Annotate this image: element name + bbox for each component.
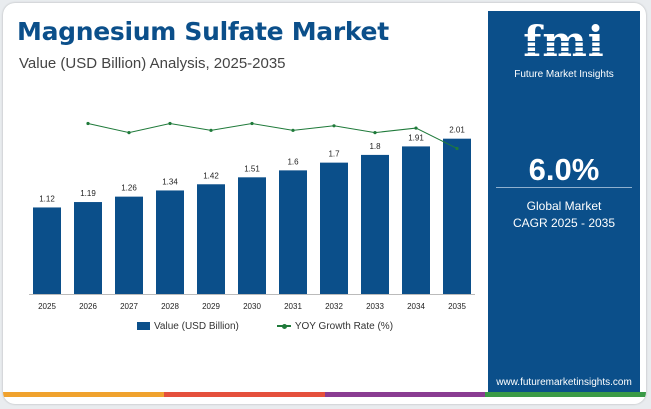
legend-item-growth: YOY Growth Rate (%) xyxy=(276,320,394,332)
legend-bar-swatch xyxy=(137,322,150,330)
growth-point xyxy=(250,121,254,126)
cagr-label: Global Market CAGR 2025 - 2035 xyxy=(488,198,640,232)
x-tick-label: 2033 xyxy=(366,302,384,311)
bar-value-label: 1.8 xyxy=(369,142,381,151)
color-strip xyxy=(3,392,646,397)
growth-point xyxy=(127,131,131,135)
growth-point xyxy=(86,121,90,126)
bar-value-label: 1.51 xyxy=(244,164,260,173)
growth-point xyxy=(455,146,459,151)
bar xyxy=(361,154,389,294)
bar xyxy=(74,202,102,294)
cagr-label-line2: CAGR 2025 - 2035 xyxy=(512,216,616,230)
growth-point xyxy=(168,121,172,126)
bar-value-label: 1.7 xyxy=(328,150,340,159)
bar xyxy=(402,146,430,294)
bar-value-label: 1.34 xyxy=(162,177,178,186)
bar-value-label: 1.91 xyxy=(408,133,424,142)
x-tick-label: 2027 xyxy=(120,302,138,311)
legend-label-growth: YOY Growth Rate (%) xyxy=(294,320,394,332)
x-tick-label: 2035 xyxy=(448,302,466,311)
growth-point xyxy=(332,124,336,128)
market-bar-chart: 1.12 2025 1.19 2026 1.26 2027 1.34 2028 1.42 2029… xyxy=(29,121,475,311)
growth-line xyxy=(87,123,458,149)
bar xyxy=(279,170,307,294)
logo-caption: Future Market Insights xyxy=(514,69,614,80)
cagr-label-line1: Global Market xyxy=(526,199,602,213)
sidebar-divider xyxy=(496,187,632,188)
logo-stripes-icon xyxy=(512,41,616,53)
infographic-card: Magnesium Sulfate Market Value (USD Bill… xyxy=(3,3,646,404)
x-tick-label: 2028 xyxy=(161,302,179,311)
x-tick-label: 2032 xyxy=(325,302,343,311)
bar-value-label: 1.19 xyxy=(80,189,96,198)
legend-item-value: Value (USD Billion) xyxy=(137,321,239,332)
legend-label-value: Value (USD Billion) xyxy=(154,320,239,332)
x-tick-label: 2031 xyxy=(284,302,302,311)
x-tick-label: 2029 xyxy=(202,302,220,311)
bar xyxy=(197,184,225,294)
bar xyxy=(33,207,61,294)
page-title: Magnesium Sulfate Market xyxy=(17,17,389,46)
cagr-value: 6.0% xyxy=(528,152,600,187)
bar xyxy=(115,196,143,294)
x-tick-label: 2030 xyxy=(243,302,261,311)
x-tick-label: 2034 xyxy=(407,302,425,311)
color-strip-segment xyxy=(163,392,325,397)
bar-value-label: 1.26 xyxy=(121,184,137,193)
bar-value-label: 1.12 xyxy=(39,194,55,203)
growth-point xyxy=(291,128,295,132)
color-strip-segment xyxy=(485,392,646,397)
page-subtitle: Value (USD Billion) Analysis, 2025-2035 xyxy=(19,55,286,72)
x-tick-label: 2026 xyxy=(79,302,97,311)
website-url[interactable]: www.futuremarketinsights.com xyxy=(496,377,632,388)
color-strip-segment xyxy=(3,392,164,397)
bar-value-label: 1.42 xyxy=(203,171,219,180)
sidebar-panel: fmi Future Market Insights 6.0% Global M… xyxy=(488,11,640,395)
growth-point xyxy=(414,126,418,130)
chart-legend: Value (USD Billion) YOY Growth Rate (%) xyxy=(137,320,393,332)
bar-value-label: 2.01 xyxy=(449,126,465,135)
bar-value-label: 1.6 xyxy=(287,157,299,166)
growth-point xyxy=(373,131,377,135)
bar xyxy=(443,138,471,294)
bar xyxy=(238,177,266,294)
bar xyxy=(320,162,348,294)
growth-point xyxy=(209,128,213,132)
bar xyxy=(156,190,184,294)
legend-line-swatch xyxy=(276,323,291,329)
color-strip-segment xyxy=(324,392,486,397)
x-tick-label: 2025 xyxy=(38,302,56,311)
